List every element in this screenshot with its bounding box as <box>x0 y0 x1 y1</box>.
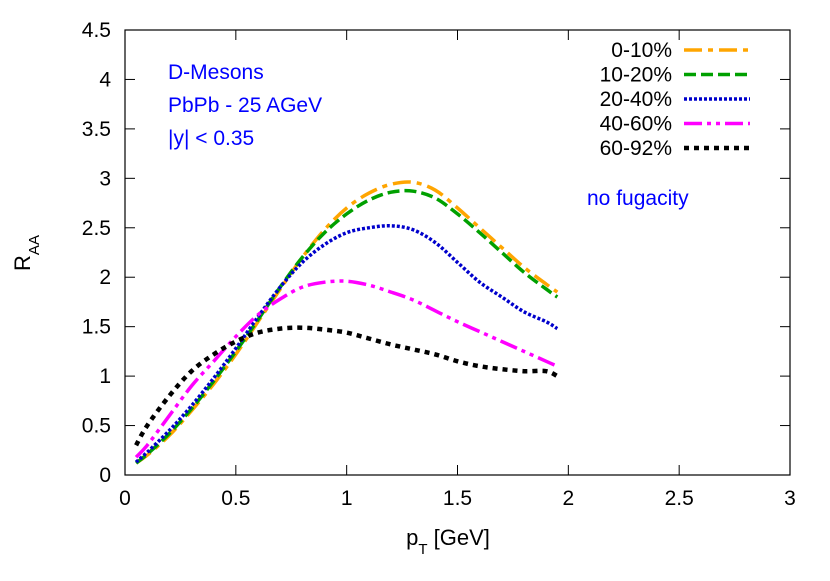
annotation-collision-system: PbPb - 25 AGeV <box>168 94 322 117</box>
y-tick-label: 2.5 <box>82 217 111 240</box>
legend-label: 0-10% <box>611 39 672 62</box>
x-tick-label: 2.5 <box>665 487 694 510</box>
y-tick-label: 1.5 <box>82 316 111 339</box>
y-tick-label: 2 <box>99 266 111 289</box>
y-tick-label: 4 <box>99 68 111 91</box>
series-line-60-92pct <box>134 325 559 447</box>
annotation-rapidity-cut: |y| < 0.35 <box>168 127 254 150</box>
y-axis-ticks: 0 0.5 1 1.5 2 2.5 3 3.5 4 4.5 <box>82 19 790 487</box>
series-line-20-40pct <box>134 224 559 464</box>
y-tick-label: 3 <box>99 167 111 190</box>
data-series <box>134 180 559 465</box>
series-line-40-60pct <box>134 279 558 459</box>
x-tick-label: 3 <box>784 487 796 510</box>
legend-label: 10-20% <box>600 64 672 87</box>
legend-label: 20-40% <box>600 88 672 111</box>
y-tick-label: 0.5 <box>82 415 111 438</box>
y-tick-label: 4.5 <box>82 19 111 42</box>
series-line-10-20pct <box>134 188 559 465</box>
x-tick-label: 0 <box>119 487 131 510</box>
x-tick-label: 1 <box>341 487 353 510</box>
y-tick-label: 0 <box>99 464 111 487</box>
legend-label: 60-92% <box>600 137 672 160</box>
x-tick-label: 1.5 <box>443 487 472 510</box>
x-axis-title: pT [GeV] <box>406 525 490 558</box>
x-tick-label: 2 <box>562 487 574 510</box>
legend: 0-10%10-20%20-40%40-60%60-92% <box>600 39 750 160</box>
annotation-no-fugacity: no fugacity <box>587 187 689 210</box>
legend-label: 40-60% <box>600 113 672 136</box>
x-tick-label: 0.5 <box>221 487 250 510</box>
series-line-0-10pct <box>135 180 559 465</box>
x-axis-ticks: 0 0.5 1 1.5 2 2.5 3 <box>119 30 796 510</box>
y-axis-title: RAA <box>10 235 43 271</box>
y-tick-label: 1 <box>99 365 111 388</box>
y-tick-label: 3.5 <box>82 118 111 141</box>
annotation-species: D-Mesons <box>168 61 264 84</box>
